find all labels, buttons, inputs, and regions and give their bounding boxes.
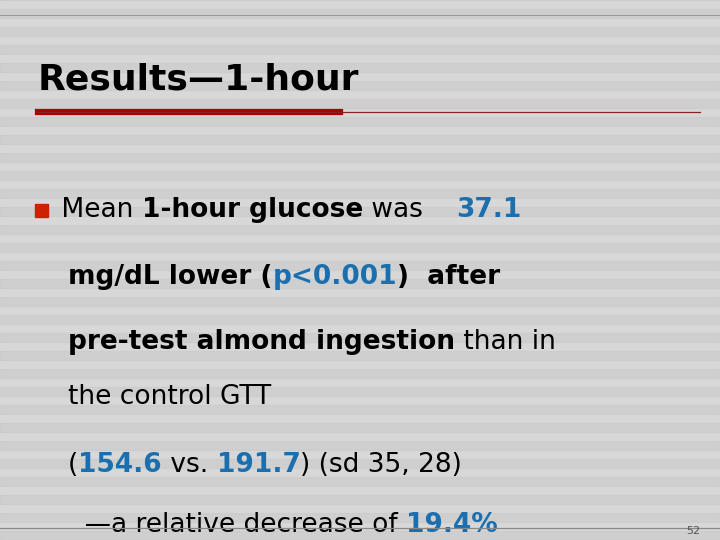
Bar [0, 63, 720, 72]
Text: Results—1-hour: Results—1-hour [38, 63, 359, 97]
Text: pre-test almond ingestion: pre-test almond ingestion [68, 329, 455, 355]
Text: Mean: Mean [53, 197, 142, 223]
Bar [0, 531, 720, 540]
Bar [0, 279, 720, 288]
Text: ) (sd 35, 28): ) (sd 35, 28) [300, 452, 462, 478]
Bar [0, 153, 720, 162]
Bar [0, 351, 720, 360]
Text: 191.7: 191.7 [217, 452, 300, 478]
Text: was: was [363, 197, 456, 223]
Bar [0, 99, 720, 108]
FancyBboxPatch shape [35, 204, 48, 217]
Bar [0, 9, 720, 18]
Text: vs.: vs. [162, 452, 217, 478]
Text: )  after: ) after [397, 264, 500, 290]
Text: p<0.001: p<0.001 [272, 264, 397, 290]
Bar [0, 495, 720, 504]
Text: than in: than in [455, 329, 556, 355]
Bar [0, 243, 720, 252]
Bar [0, 369, 720, 378]
Bar [0, 207, 720, 216]
Text: —a relative decrease of: —a relative decrease of [68, 512, 406, 538]
Text: 37.1: 37.1 [456, 197, 522, 223]
Bar [0, 45, 720, 54]
Bar [0, 459, 720, 468]
Bar [0, 81, 720, 90]
Bar [0, 261, 720, 270]
Bar [0, 117, 720, 126]
Bar [0, 189, 720, 198]
Bar [0, 297, 720, 306]
Bar [0, 171, 720, 180]
Bar [0, 315, 720, 324]
Text: 1-hour glucose: 1-hour glucose [142, 197, 363, 223]
Bar [0, 27, 720, 36]
Text: 19.4%: 19.4% [406, 512, 498, 538]
Text: mg/dL lower (: mg/dL lower ( [68, 264, 272, 290]
Bar [0, 135, 720, 144]
Bar [0, 387, 720, 396]
Bar [0, 225, 720, 234]
Bar [0, 333, 720, 342]
Bar [0, 513, 720, 522]
Text: 154.6: 154.6 [78, 452, 162, 478]
Text: the control GTT: the control GTT [68, 384, 271, 410]
Bar [0, 441, 720, 450]
Bar [0, 477, 720, 486]
Text: 52: 52 [686, 526, 700, 536]
Bar [0, 405, 720, 414]
Text: (: ( [68, 452, 78, 478]
Bar [0, 423, 720, 432]
